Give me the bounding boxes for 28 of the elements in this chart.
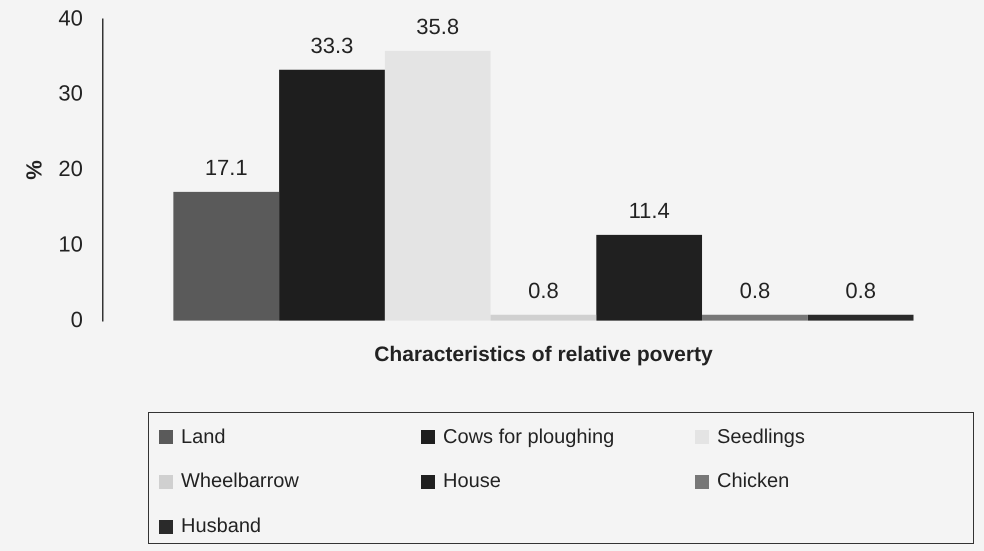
bar [596, 234, 702, 321]
legend-label: Cows for ploughing [443, 426, 614, 449]
legend-label: House [443, 470, 501, 494]
bar [490, 314, 596, 321]
y-tick-label: 0 [70, 306, 83, 332]
y-tick-label: 20 [58, 156, 83, 182]
legend-label: Land [181, 426, 226, 449]
data-label: 0.8 [845, 278, 876, 303]
bar [702, 314, 808, 321]
bar [173, 192, 280, 321]
y-tick-label: 30 [58, 80, 83, 106]
data-label: 17.1 [204, 154, 248, 180]
y-tick-label: 40 [58, 5, 83, 30]
data-label: 35.8 [416, 14, 460, 39]
y-tick-label: 10 [58, 231, 83, 256]
legend-label: Seedlings [717, 426, 805, 449]
legend-label: Chicken [717, 470, 790, 494]
legend-label: Husband [181, 515, 262, 538]
data-label: 11.4 [628, 198, 670, 223]
bar [384, 50, 491, 321]
data-label: 33.3 [310, 32, 354, 58]
x-axis-title: Characteristics of relative poverty [374, 343, 713, 366]
legend-label: Wheelbarrow [181, 470, 299, 494]
bar [279, 70, 385, 321]
data-label: 0.8 [740, 278, 770, 303]
y-axis-title: % [21, 160, 46, 180]
data-label: 0.8 [528, 278, 559, 303]
bar [808, 314, 914, 321]
